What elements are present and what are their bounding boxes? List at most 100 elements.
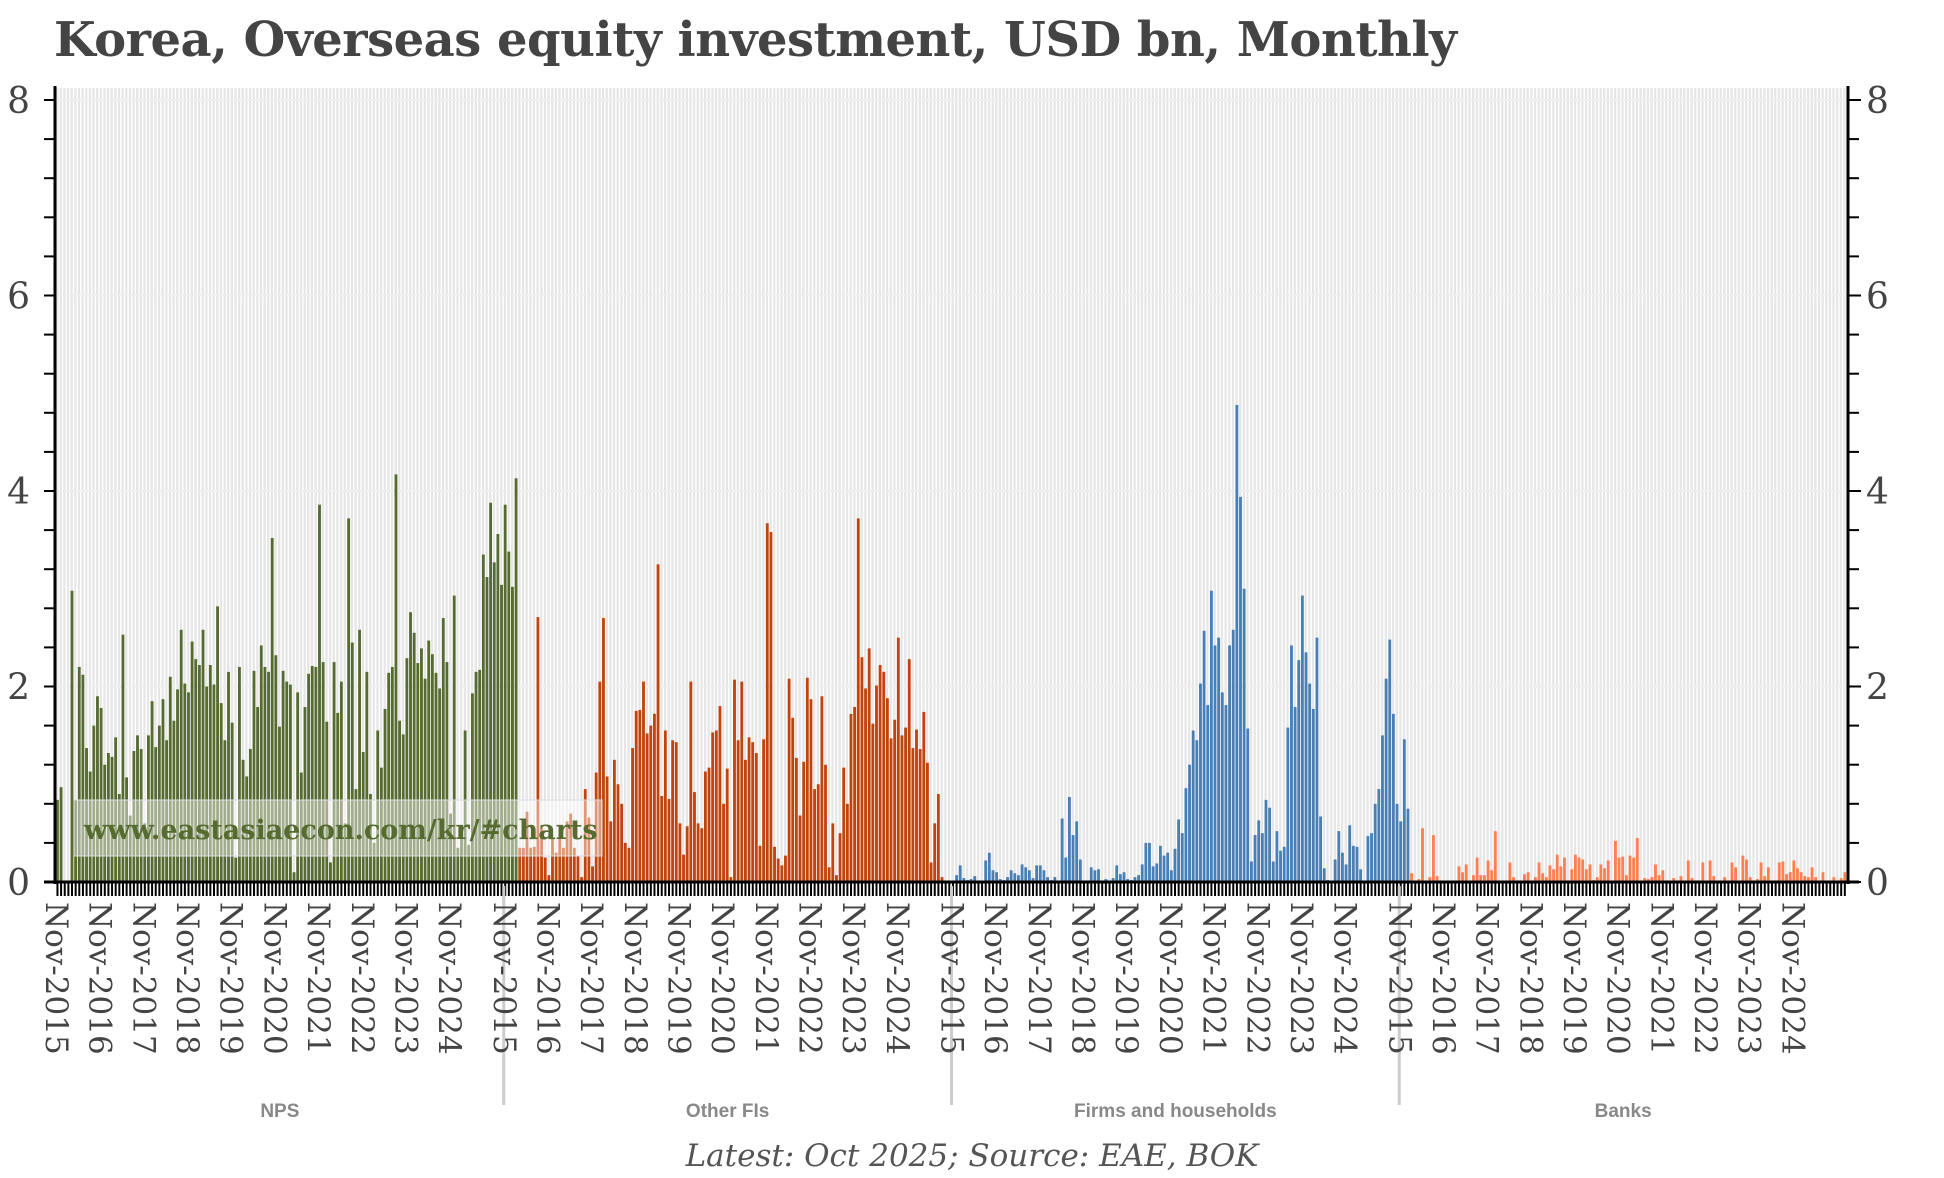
bar	[1632, 857, 1636, 882]
bar	[1621, 856, 1625, 882]
bar	[259, 645, 263, 882]
bar	[339, 681, 343, 882]
bar	[798, 815, 802, 882]
bar	[379, 767, 383, 882]
bar	[1745, 859, 1748, 882]
bar	[128, 815, 132, 882]
svg-text:2: 2	[1866, 668, 1889, 709]
bar	[649, 725, 653, 882]
bar	[369, 794, 372, 882]
bar	[1781, 861, 1785, 882]
svg-text:Nov-2018: Nov-2018	[1512, 902, 1548, 1055]
bar	[1457, 866, 1461, 882]
bar	[1282, 846, 1286, 882]
source-footnote: Latest: Oct 2025; Source: EAE, BOK	[685, 1138, 1259, 1174]
bar	[1311, 708, 1315, 882]
panel-label: Banks	[1595, 1101, 1652, 1122]
bar	[896, 637, 900, 882]
bar	[827, 867, 831, 882]
bar	[401, 734, 405, 882]
bar	[678, 823, 682, 882]
bar	[711, 732, 715, 882]
bar	[791, 717, 795, 882]
bar	[176, 689, 179, 882]
bar	[860, 657, 864, 882]
bar	[1603, 868, 1606, 882]
svg-text:Nov-2022: Nov-2022	[344, 902, 380, 1055]
bar	[1144, 842, 1148, 882]
bar	[278, 726, 281, 882]
bar	[725, 768, 729, 882]
bar	[150, 701, 154, 882]
bar	[1490, 870, 1494, 882]
bar	[933, 823, 937, 882]
bar	[1180, 833, 1184, 882]
bar	[1231, 629, 1235, 882]
bar	[1209, 590, 1213, 882]
bar	[762, 739, 766, 882]
bar	[620, 803, 624, 882]
bar	[1067, 796, 1071, 882]
bar	[729, 877, 733, 882]
bar	[361, 751, 365, 882]
bar	[398, 720, 402, 882]
bar	[238, 666, 241, 882]
bar	[784, 855, 787, 882]
bar	[1253, 835, 1257, 882]
bar	[1319, 816, 1323, 882]
bar	[434, 672, 438, 882]
bar	[602, 618, 605, 882]
bar	[1661, 870, 1665, 882]
panel-label: Firms and households	[1074, 1101, 1277, 1122]
bar	[227, 671, 230, 882]
bar	[1260, 833, 1264, 882]
svg-text:Nov-2015: Nov-2015	[1381, 902, 1417, 1055]
bar	[540, 828, 543, 882]
bar	[496, 534, 500, 882]
svg-text:Nov-2017: Nov-2017	[573, 902, 609, 1055]
bar	[1344, 864, 1348, 882]
bar	[292, 872, 296, 882]
bar	[1796, 868, 1799, 882]
bar	[733, 679, 736, 882]
bar	[769, 532, 773, 882]
svg-text:Nov-2024: Nov-2024	[879, 902, 915, 1055]
bar	[929, 862, 933, 882]
bar	[1366, 836, 1370, 882]
panel-label: Other FIs	[686, 1101, 769, 1122]
bar	[1723, 877, 1727, 882]
bar	[849, 713, 853, 882]
bar	[241, 759, 245, 882]
bar	[824, 764, 827, 882]
bar	[856, 518, 860, 882]
bar	[845, 803, 849, 882]
bar	[183, 683, 187, 882]
bar	[1191, 730, 1195, 882]
bar	[420, 648, 423, 882]
bar	[270, 537, 274, 882]
bar	[1777, 862, 1781, 882]
bar	[354, 789, 358, 882]
bar	[1712, 876, 1716, 882]
bar	[85, 748, 88, 882]
bar	[645, 733, 649, 882]
bar	[591, 866, 594, 882]
bar	[1027, 870, 1031, 882]
bar	[1290, 645, 1293, 882]
bar	[336, 712, 340, 882]
bar	[1031, 878, 1035, 882]
bar	[867, 648, 871, 882]
bar	[1428, 877, 1432, 882]
bar	[106, 752, 110, 882]
bar	[1606, 860, 1610, 882]
svg-text:Nov-2023: Nov-2023	[387, 902, 423, 1055]
bar	[481, 554, 485, 882]
bar	[551, 838, 554, 882]
svg-text:Nov-2021: Nov-2021	[1196, 902, 1232, 1055]
bar	[660, 795, 664, 882]
svg-text:Nov-2020: Nov-2020	[704, 902, 740, 1055]
bar	[1748, 877, 1752, 882]
bar	[1399, 821, 1403, 882]
bar	[478, 669, 482, 882]
